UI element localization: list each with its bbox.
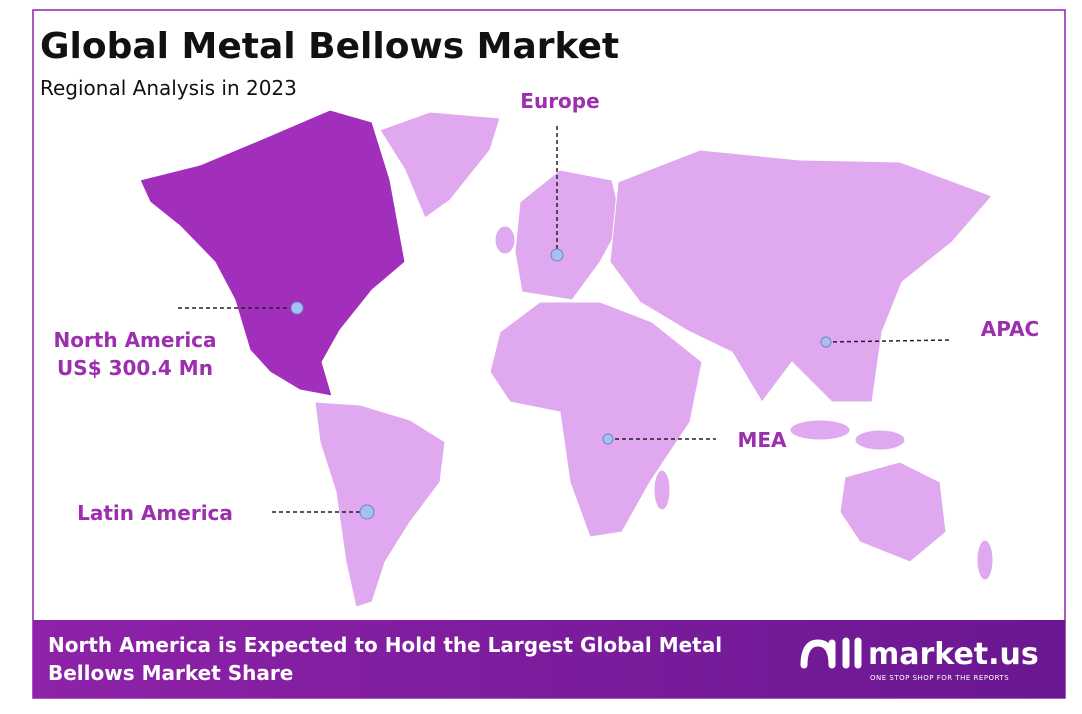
- logo-tagline: ONE STOP SHOP FOR THE REPORTS: [870, 674, 1009, 682]
- north-america: [139, 109, 406, 397]
- region-dot: [290, 301, 304, 315]
- callouts: North America US$ 300.4 Mn Europe APAC M…: [53, 89, 1039, 525]
- region-label: APAC: [981, 317, 1039, 341]
- region-value: US$ 300.4 Mn: [57, 356, 213, 380]
- british-isles: [494, 225, 516, 255]
- region-dot: [820, 336, 832, 348]
- australia: [839, 461, 947, 563]
- europe: [514, 169, 623, 301]
- footer-band: [33, 620, 1065, 698]
- south-america: [314, 401, 446, 608]
- logo-name: market.us: [868, 637, 1039, 672]
- region-dot: [550, 248, 564, 262]
- new-guinea: [854, 429, 906, 451]
- new-zealand: [976, 539, 994, 581]
- region-label: MEA: [737, 428, 787, 452]
- footer-text: North America is Expected to Hold the La…: [48, 633, 729, 685]
- region-dot: [359, 504, 375, 520]
- region-label: North America: [53, 328, 216, 352]
- indonesia: [789, 419, 851, 441]
- logo: market.us ONE STOP SHOP FOR THE REPORTS: [800, 637, 1039, 682]
- footer-line: North America is Expected to Hold the La…: [48, 633, 722, 657]
- madagascar: [653, 469, 671, 511]
- logo-mark: [800, 637, 862, 669]
- title: Global Metal Bellows Market: [40, 26, 619, 67]
- asia: [609, 149, 993, 403]
- region-dot: [602, 433, 614, 445]
- world-map: [139, 109, 994, 608]
- region-label: Europe: [520, 89, 599, 113]
- region-label: Latin America: [77, 501, 233, 525]
- africa: [489, 301, 703, 538]
- greenland: [379, 111, 501, 219]
- subtitle: Regional Analysis in 2023: [40, 76, 297, 100]
- footer-line: Bellows Market Share: [48, 661, 293, 685]
